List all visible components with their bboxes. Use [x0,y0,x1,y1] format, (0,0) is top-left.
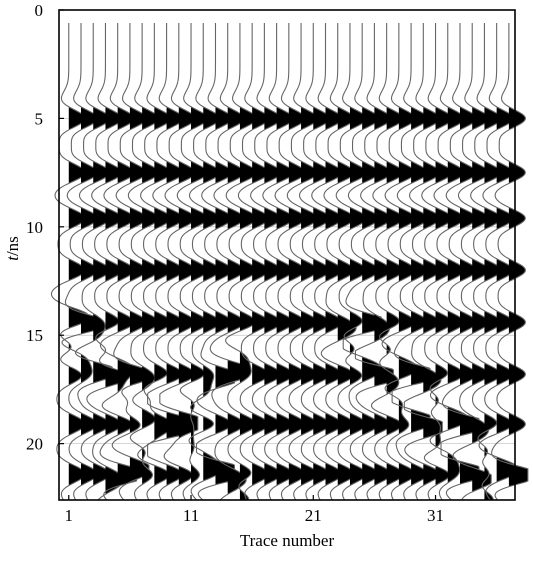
trace-31-fill [435,23,453,500]
trace-5-fill [117,23,137,500]
trace-19-fill [288,23,306,500]
y-tick-label: 10 [26,218,43,237]
trace-24-fill [349,23,367,500]
y-tick-label: 15 [26,326,43,345]
trace-3-fill [93,23,113,500]
trace-34-wiggle [452,23,492,501]
trace-25-fill [362,23,382,500]
trace-37-fill [508,23,528,500]
trace-27-fill [386,23,404,500]
trace-28-wiggle [381,23,419,501]
trace-18-fill [276,23,294,500]
trace-27-wiggle [370,23,404,501]
y-tick-label: 20 [26,435,43,454]
x-tick-label: 11 [183,506,199,525]
x-tick-label: 31 [427,506,444,525]
x-tick-label: 21 [305,506,322,525]
y-tick-label: 5 [35,109,44,128]
trace-2-fill [81,23,100,500]
trace-23-fill [337,23,357,500]
trace-32-fill [447,23,467,500]
plot-frame [58,9,516,501]
trace-layer [50,23,529,501]
trace-8-fill [154,23,174,500]
trace-11-fill [191,23,208,500]
y-axis-label-symbol: t [3,255,22,261]
trace-33-fill [459,23,479,500]
trace-11-wiggle [176,23,209,501]
trace-15-fill [239,23,257,500]
trace-6-wiggle [111,23,150,501]
trace-10-fill [178,23,198,500]
trace-16-fill [252,23,269,500]
trace-7-fill [142,23,159,500]
trace-34-fill [472,23,492,500]
x-tick-label: 1 [65,506,74,525]
trace-9-fill [166,23,186,500]
trace-17-fill [264,23,281,500]
y-axis-label-unit: /ns [3,236,22,256]
trace-12-wiggle [188,23,223,501]
y-axis-label: t/ns [3,236,22,261]
trace-21-fill [313,23,330,500]
trace-10-wiggle [159,23,199,501]
trace-36-fill [496,23,516,500]
trace-14-fill [227,23,247,500]
trace-22-fill [325,23,343,500]
trace-12-fill [203,23,223,500]
trace-35-wiggle [470,23,502,501]
trace-20-fill [301,23,318,500]
trace-35-fill [484,23,501,500]
trace-1-fill [68,23,88,500]
x-axis-label: Trace number [240,531,335,550]
trace-31-wiggle [421,23,453,501]
y-tick-label: 0 [35,1,44,20]
trace-5-wiggle [99,23,138,501]
trace-28-fill [398,23,418,500]
trace-30-wiggle [403,23,443,501]
